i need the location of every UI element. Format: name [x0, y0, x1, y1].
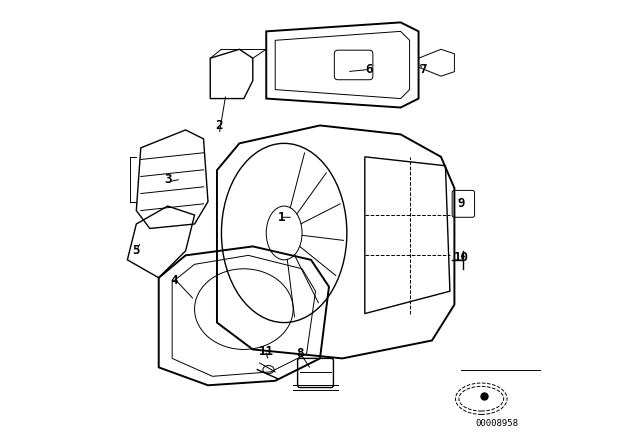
- Text: 5: 5: [132, 244, 140, 258]
- Text: 9: 9: [458, 197, 465, 211]
- Text: 2: 2: [216, 119, 223, 132]
- Text: 11: 11: [259, 345, 274, 358]
- Text: 1: 1: [278, 211, 285, 224]
- Text: 4: 4: [171, 273, 178, 287]
- Text: 7: 7: [419, 63, 427, 76]
- Text: 00008958: 00008958: [476, 419, 518, 428]
- Text: 8: 8: [296, 347, 303, 361]
- Text: 10: 10: [454, 251, 468, 264]
- Text: 3: 3: [164, 172, 172, 186]
- Text: 6: 6: [365, 63, 373, 76]
